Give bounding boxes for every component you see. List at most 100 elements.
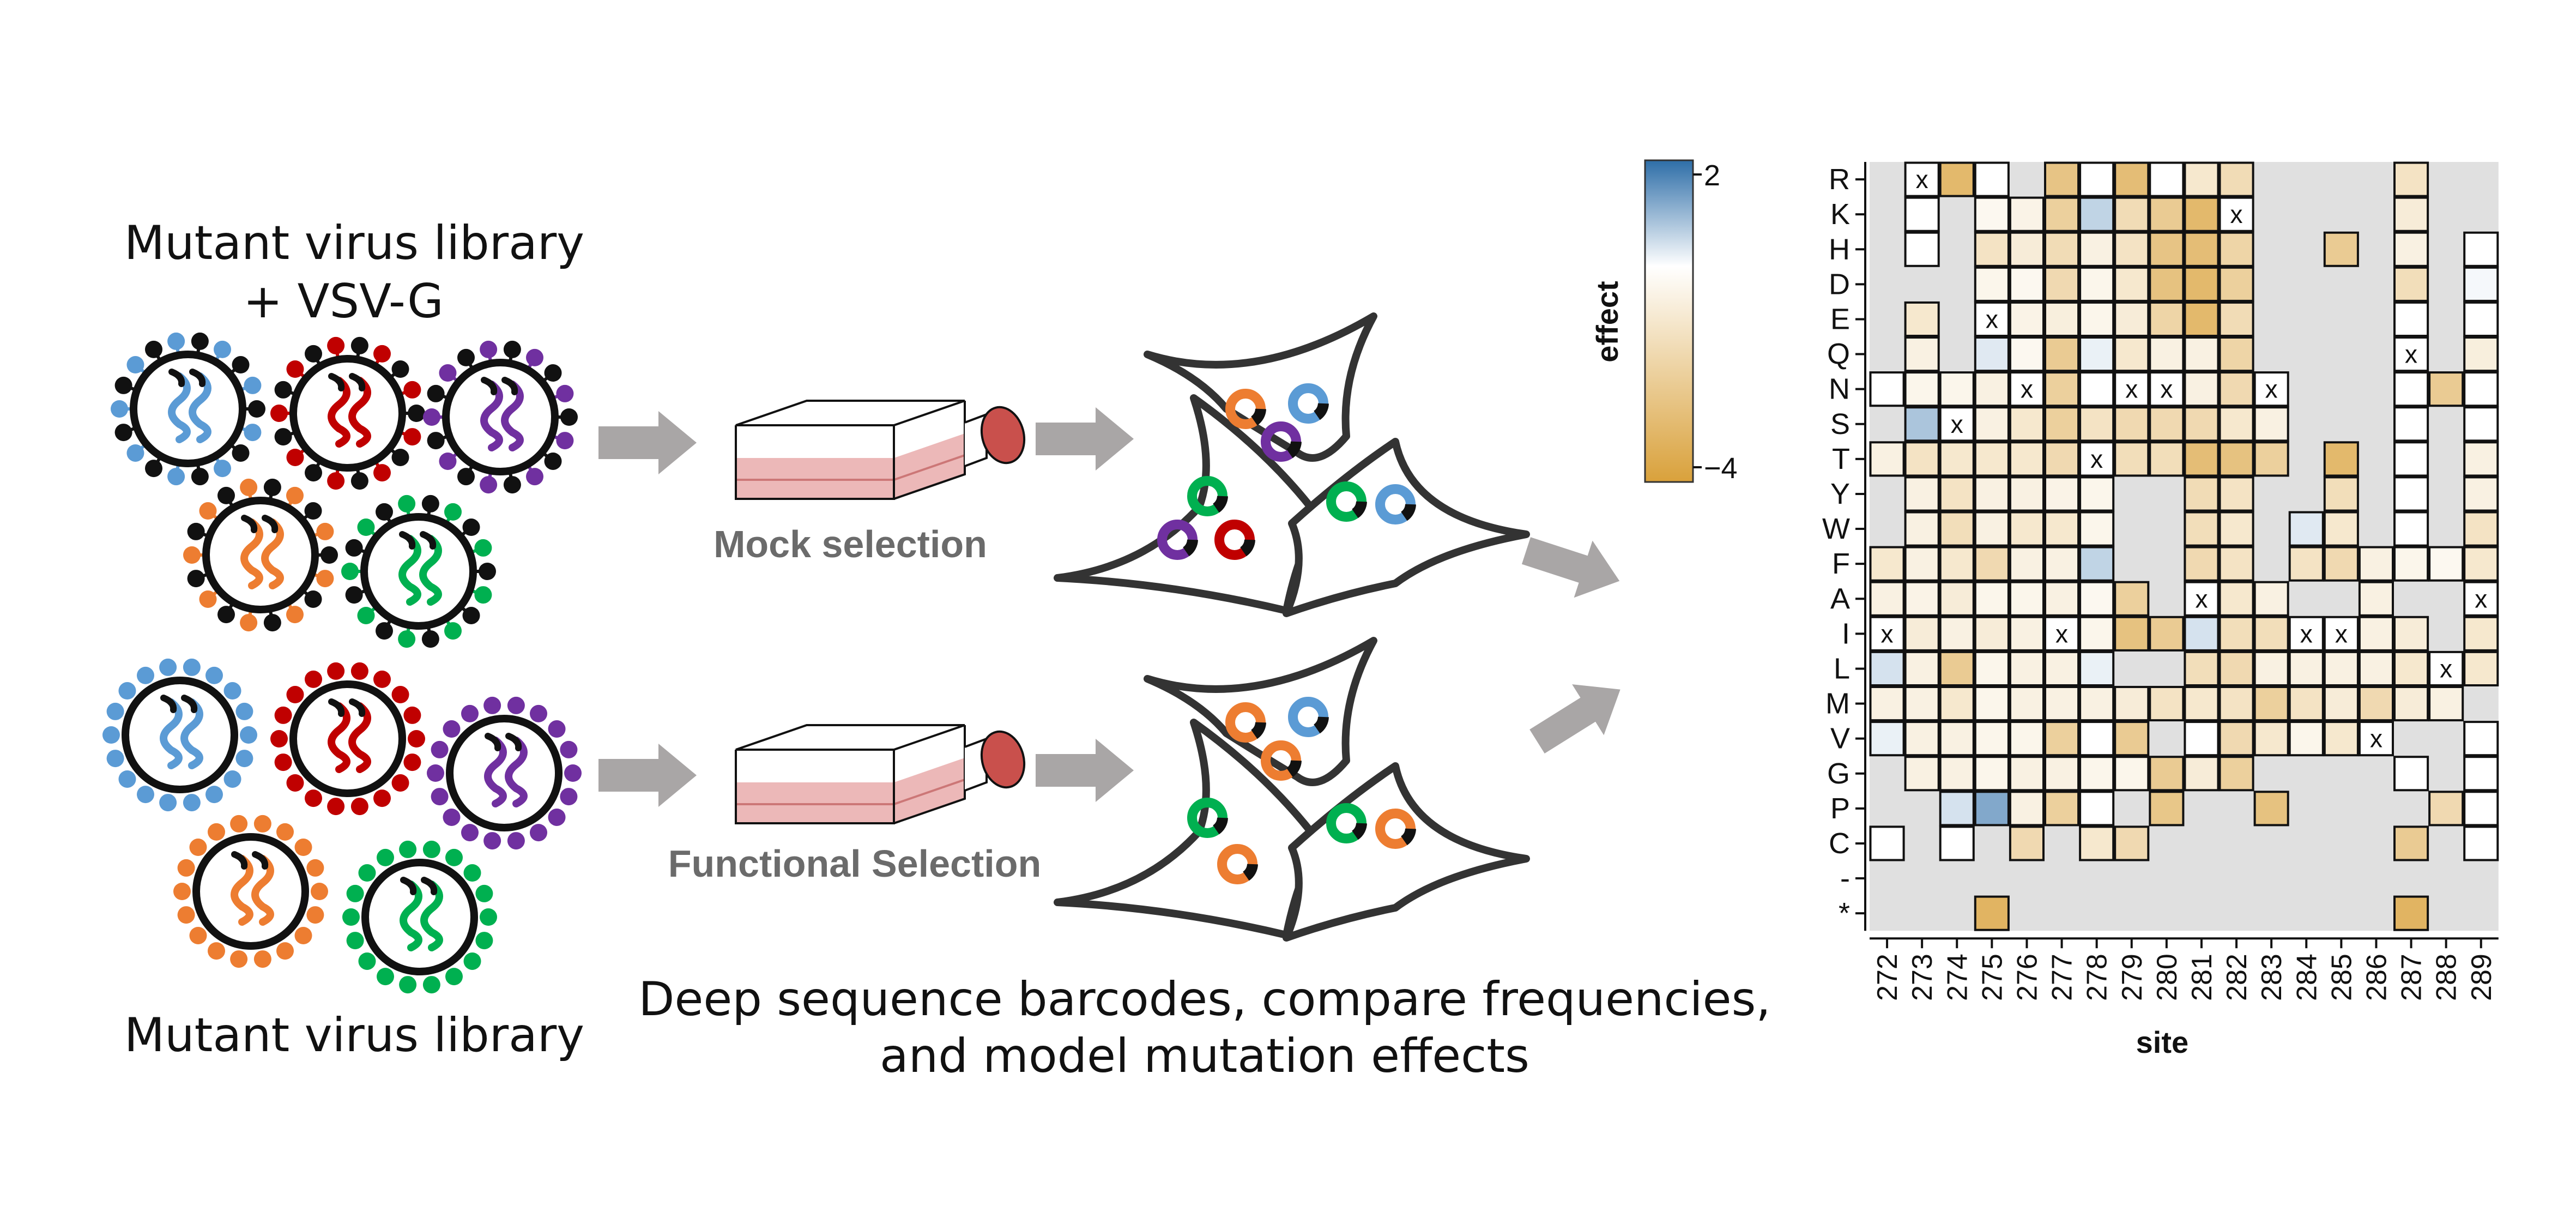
heatmap-cell [2114,196,2150,232]
y-tick-label: * [1839,897,1850,930]
spike-protein [217,486,235,504]
spike-protein [191,468,209,486]
heatmap-cell [2218,441,2254,477]
spike-protein [316,522,334,540]
heatmap-cell [2149,301,2185,337]
spike-protein [431,740,449,758]
heatmap-cell [2218,476,2254,512]
virion-envelope [130,351,246,467]
spike-protein [240,726,257,744]
heatmap-cell [1974,406,2010,442]
cell-top [1144,312,1377,462]
spike-protein [235,702,253,720]
heatmap-cell [2463,511,2499,547]
spike-protein [530,824,547,842]
heatmap-cell [2149,791,2185,827]
heatmap-cell [2253,371,2289,407]
y-tick-label: W [1822,512,1850,545]
wildtype-marker: x [2125,375,2138,403]
heatmap-cell [2253,616,2289,652]
heatmap-cell [1974,895,2010,931]
spike-protein [217,606,235,624]
spike-protein [270,730,288,747]
heatmap-cell [2079,581,2115,617]
heatmap-cell [2079,616,2115,652]
heatmap-cell [1939,756,1975,792]
spike-protein [373,345,391,363]
heatmap-cell [2149,266,2185,302]
heatmap-cell [2184,721,2220,757]
spike-protein [286,774,304,792]
spike-protein [421,630,439,648]
heatmap-cell [2463,441,2499,477]
wildtype-marker: x [2370,725,2383,753]
heatmap-cell [2393,301,2429,337]
spike-protein [274,381,292,399]
spike-protein [274,428,292,446]
heatmap-cell [1904,650,1940,687]
heatmap-cell [1869,721,1905,757]
wildtype-marker: x [2055,619,2068,648]
heatmap-cell [1904,371,1940,407]
y-tick-label: M [1825,688,1850,720]
heatmap-cell [2184,196,2220,232]
arrow-functional-to-heatmap [1529,684,1620,754]
heatmap-cell [2184,371,2220,407]
spike-protein [274,753,292,771]
heatmap-cell [2184,476,2220,512]
spike-protein [439,364,457,382]
spike-protein [479,563,496,580]
heatmap-cell [2009,406,2045,442]
spike-protein [145,460,162,478]
heatmap-cell [2044,196,2080,232]
spike-protein [560,408,578,426]
heatmap-cell [2044,616,2080,652]
spike-protein [102,726,120,744]
colorbar-title: effect [1590,281,1624,362]
spike-protein [189,839,207,857]
y-tick-label: P [1830,792,1850,825]
spike-protein [461,824,479,842]
infected-cell-marker [1187,798,1228,838]
virus-orange [173,815,328,968]
virus-blue-vsvg [111,332,265,486]
colorbar-tick-label-min: −4 [1704,452,1738,485]
wildtype-marker: x [1916,165,1928,194]
heatmap-cell [2218,196,2254,232]
spike-protein [327,336,345,354]
spike-protein [306,906,324,924]
heatmap-cell [2184,441,2220,477]
heatmap-cell [2044,686,2080,722]
heatmap-cell [2079,546,2115,582]
heatmap-cell [1904,686,1940,722]
heatmap-cell [2009,231,2045,267]
arrow-to-functional-cells [1036,739,1134,802]
heatmap-cell [2218,616,2254,652]
spike-protein [199,502,217,520]
heatmap-cell [2253,791,2289,827]
heatmap-cell [2358,650,2394,687]
heatmap-cell [2079,266,2115,302]
mock-selection-label: Mock selection [713,523,987,565]
spike-protein [248,400,265,418]
spike-protein [544,364,562,382]
heatmap-cell [2114,756,2150,792]
heatmap-cell [1974,476,2010,512]
heatmap-cell [2393,406,2429,442]
heatmap-cell [2184,511,2220,547]
heatmap-cell [2393,266,2429,302]
spike-protein [345,586,363,604]
heatmap-cell [1869,825,1905,861]
heatmap-cell [2009,546,2045,582]
spike-protein [391,360,409,378]
flask-cap [980,406,1026,465]
wildtype-marker: x [1881,619,1894,648]
heatmap-cell [2114,301,2150,337]
heatmap-cell [1974,196,2010,232]
heatmap-cell [2323,616,2359,652]
arrow-mock-to-heatmap [1521,537,1620,598]
spike-protein [480,340,498,358]
heatmap-cell [2393,196,2429,232]
heatmap-cell [1974,266,2010,302]
heatmap-cell [2149,371,2185,407]
